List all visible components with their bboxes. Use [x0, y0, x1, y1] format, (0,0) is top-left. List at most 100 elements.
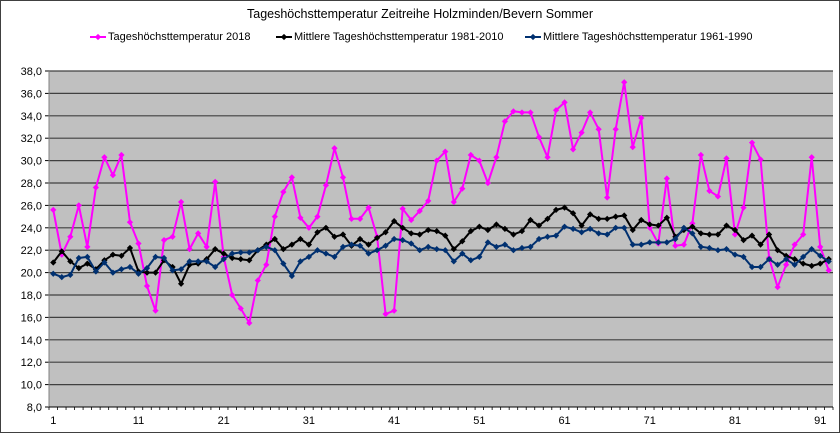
data-point [126, 219, 134, 226]
y-tick-label: 38,0 [21, 66, 42, 78]
data-point [186, 245, 193, 253]
data-point [75, 202, 82, 209]
y-tick-label: 14,0 [21, 335, 42, 347]
legend-marker-icon [90, 33, 106, 41]
data-point [84, 243, 91, 250]
legend-marker-icon [525, 33, 541, 41]
data-point [476, 253, 483, 261]
plot-area [49, 71, 833, 407]
x-tick-label: 81 [729, 415, 741, 427]
y-tick-label: 24,0 [21, 223, 42, 235]
data-point [322, 182, 330, 189]
data-point [297, 258, 304, 265]
data-point [280, 188, 287, 196]
x-tick-label: 91 [814, 415, 826, 427]
data-point [118, 151, 125, 159]
data-point [288, 272, 295, 280]
data-point [212, 263, 219, 271]
y-tick-label: 28,0 [21, 178, 42, 190]
data-point [220, 250, 227, 257]
y-tick-label: 22,0 [21, 245, 42, 257]
data-point [493, 154, 500, 161]
chart-title: Tageshöchsttemperatur Zeitreihe Holzmind… [247, 7, 593, 21]
y-tick-label: 10,0 [21, 380, 42, 392]
data-point [109, 172, 117, 179]
x-tick-label: 41 [388, 415, 400, 427]
y-tick-label: 32,0 [21, 133, 42, 145]
legend-label: Mittlere Tageshöchsttemperatur 1981-2010 [294, 31, 504, 43]
data-point [467, 257, 474, 264]
y-tick-label: 12,0 [21, 357, 42, 369]
data-point [280, 260, 287, 267]
y-tick-label: 18,0 [21, 290, 42, 302]
x-tick-label: 71 [644, 415, 656, 427]
y-tick-label: 20,0 [21, 268, 42, 280]
data-point [288, 241, 295, 248]
data-point [450, 258, 457, 265]
data-point [501, 241, 509, 248]
data-point [391, 307, 398, 314]
data-point [825, 267, 832, 274]
data-point [783, 252, 790, 259]
x-tick-label: 1 [50, 415, 56, 427]
chart-legend: Tageshöchsttemperatur 2018 Mittlere Tage… [0, 31, 840, 45]
data-point [237, 305, 244, 312]
data-point [459, 185, 466, 192]
data-point [237, 256, 244, 263]
data-point [305, 241, 313, 248]
gridlines [49, 70, 833, 386]
data-point [305, 253, 313, 261]
data-point [195, 230, 202, 237]
data-point [152, 253, 159, 261]
data-point [825, 258, 832, 265]
y-tick-label: 34,0 [21, 111, 42, 123]
data-point [160, 237, 168, 244]
data-point [246, 249, 253, 256]
data-point [433, 157, 440, 164]
data-point [314, 213, 321, 220]
data-point [254, 277, 261, 284]
data-point [263, 261, 270, 268]
data-point [459, 238, 466, 245]
y-tick-label: 26,0 [21, 200, 42, 212]
legend-label: Mittlere Tageshöchsttemperatur 1961-1990 [543, 31, 753, 43]
x-tick-label: 51 [473, 415, 485, 427]
legend-item-2018: Tageshöchsttemperatur 2018 [90, 31, 250, 43]
data-point [476, 157, 483, 164]
legend-item-1961-1990: Mittlere Tageshöchsttemperatur 1961-1990 [525, 31, 753, 43]
data-point [50, 270, 57, 277]
data-point [229, 250, 236, 257]
data-point [373, 234, 381, 241]
data-point [177, 198, 185, 206]
data-point [408, 216, 415, 224]
y-tick-label: 8,0 [27, 402, 42, 414]
data-point [92, 184, 99, 191]
x-tick-label: 61 [558, 415, 570, 427]
data-point [135, 240, 142, 247]
x-tick-label: 31 [303, 415, 315, 427]
data-point [271, 213, 278, 220]
data-point [817, 252, 824, 259]
data-point [152, 307, 159, 314]
data-point [109, 251, 117, 258]
axes: 8,0 10,0 12,0 14,0 16,0 18,0 20,0 22,0 24,0 26,0 2… [21, 66, 834, 427]
data-point [348, 241, 355, 248]
x-tick-label: 11 [133, 415, 144, 427]
data-point [152, 269, 159, 276]
legend-label: Tageshöchsttemperatur 2018 [108, 31, 251, 43]
y-tick-label: 30,0 [21, 156, 42, 168]
y-tick-label: 16,0 [21, 312, 42, 324]
data-point [365, 241, 372, 248]
data-point [552, 107, 560, 114]
y-tick-label: 36,0 [21, 88, 42, 100]
data-point [203, 243, 210, 250]
data-point [331, 253, 338, 261]
legend-item-1981-2010: Mittlere Tageshöchsttemperatur 1981-2010 [276, 31, 504, 43]
data-point [67, 233, 74, 240]
data-point [212, 178, 219, 185]
data-point [731, 251, 739, 258]
data-point [169, 233, 176, 240]
x-tick-label: 21 [218, 415, 230, 427]
legend-marker-icon [276, 33, 292, 41]
